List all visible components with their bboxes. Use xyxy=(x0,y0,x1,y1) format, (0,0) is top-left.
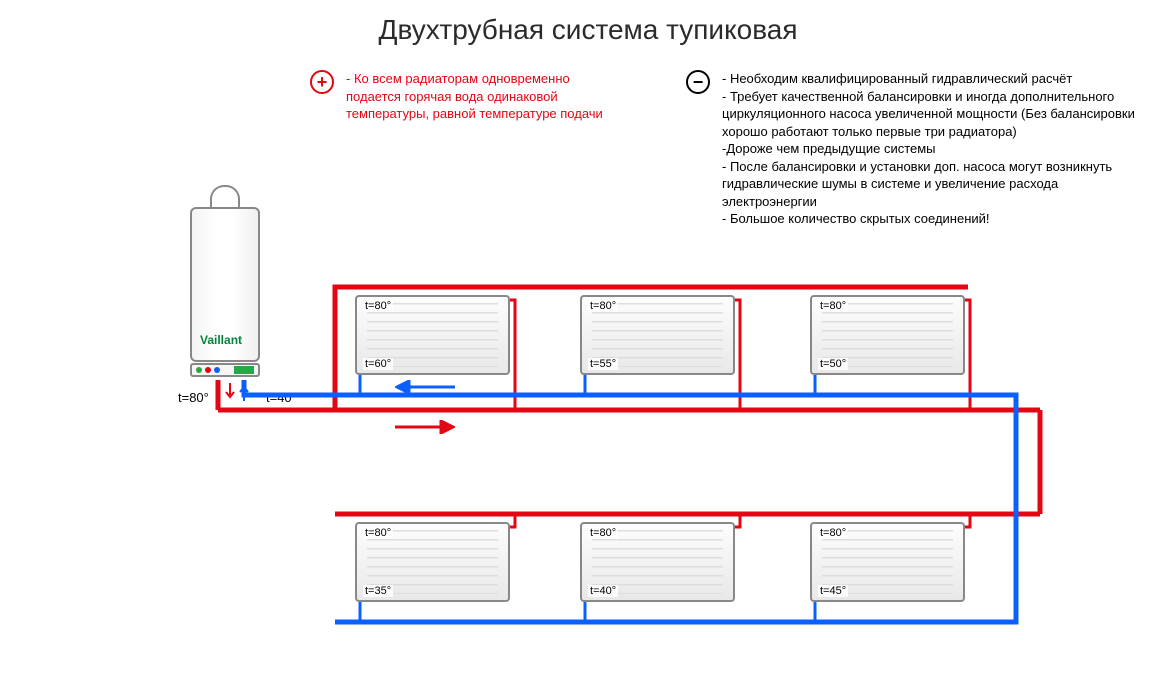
radiator-outlet-temp: t=50° xyxy=(818,358,848,370)
radiator-inlet-temp: t=80° xyxy=(818,300,848,312)
radiator-inlet-temp: t=80° xyxy=(818,527,848,539)
radiator-outlet-temp: t=45° xyxy=(818,585,848,597)
boiler-return-temp: t=40° xyxy=(264,390,299,405)
heating-diagram: Vaillant t=80° t=40° xyxy=(0,0,1176,678)
radiator-inlet-temp: t=80° xyxy=(588,527,618,539)
radiator-outlet-temp: t=55° xyxy=(588,358,618,370)
radiator-r6: t=80° t=45° xyxy=(810,522,965,602)
boiler-brand-label: Vaillant xyxy=(200,333,242,347)
boiler: Vaillant xyxy=(190,185,260,380)
radiator-r5: t=80° t=40° xyxy=(580,522,735,602)
boiler-return-up-arrow-icon xyxy=(239,383,249,401)
supply-flow-arrow-icon xyxy=(395,420,455,434)
radiator-r1: t=80° t=60° xyxy=(355,295,510,375)
radiator-r4: t=80° t=35° xyxy=(355,522,510,602)
radiator-inlet-temp: t=80° xyxy=(363,300,393,312)
return-flow-arrow-icon xyxy=(395,380,455,394)
radiator-inlet-temp: t=80° xyxy=(588,300,618,312)
radiator-inlet-temp: t=80° xyxy=(363,527,393,539)
radiator-outlet-temp: t=35° xyxy=(363,585,393,597)
boiler-supply-down-arrow-icon xyxy=(225,383,235,401)
radiator-outlet-temp: t=40° xyxy=(588,585,618,597)
radiator-outlet-temp: t=60° xyxy=(363,358,393,370)
boiler-supply-temp: t=80° xyxy=(176,390,211,405)
boiler-body: Vaillant xyxy=(190,207,260,362)
radiator-r2: t=80° t=55° xyxy=(580,295,735,375)
boiler-control-panel xyxy=(190,363,260,377)
radiator-r3: t=80° t=50° xyxy=(810,295,965,375)
